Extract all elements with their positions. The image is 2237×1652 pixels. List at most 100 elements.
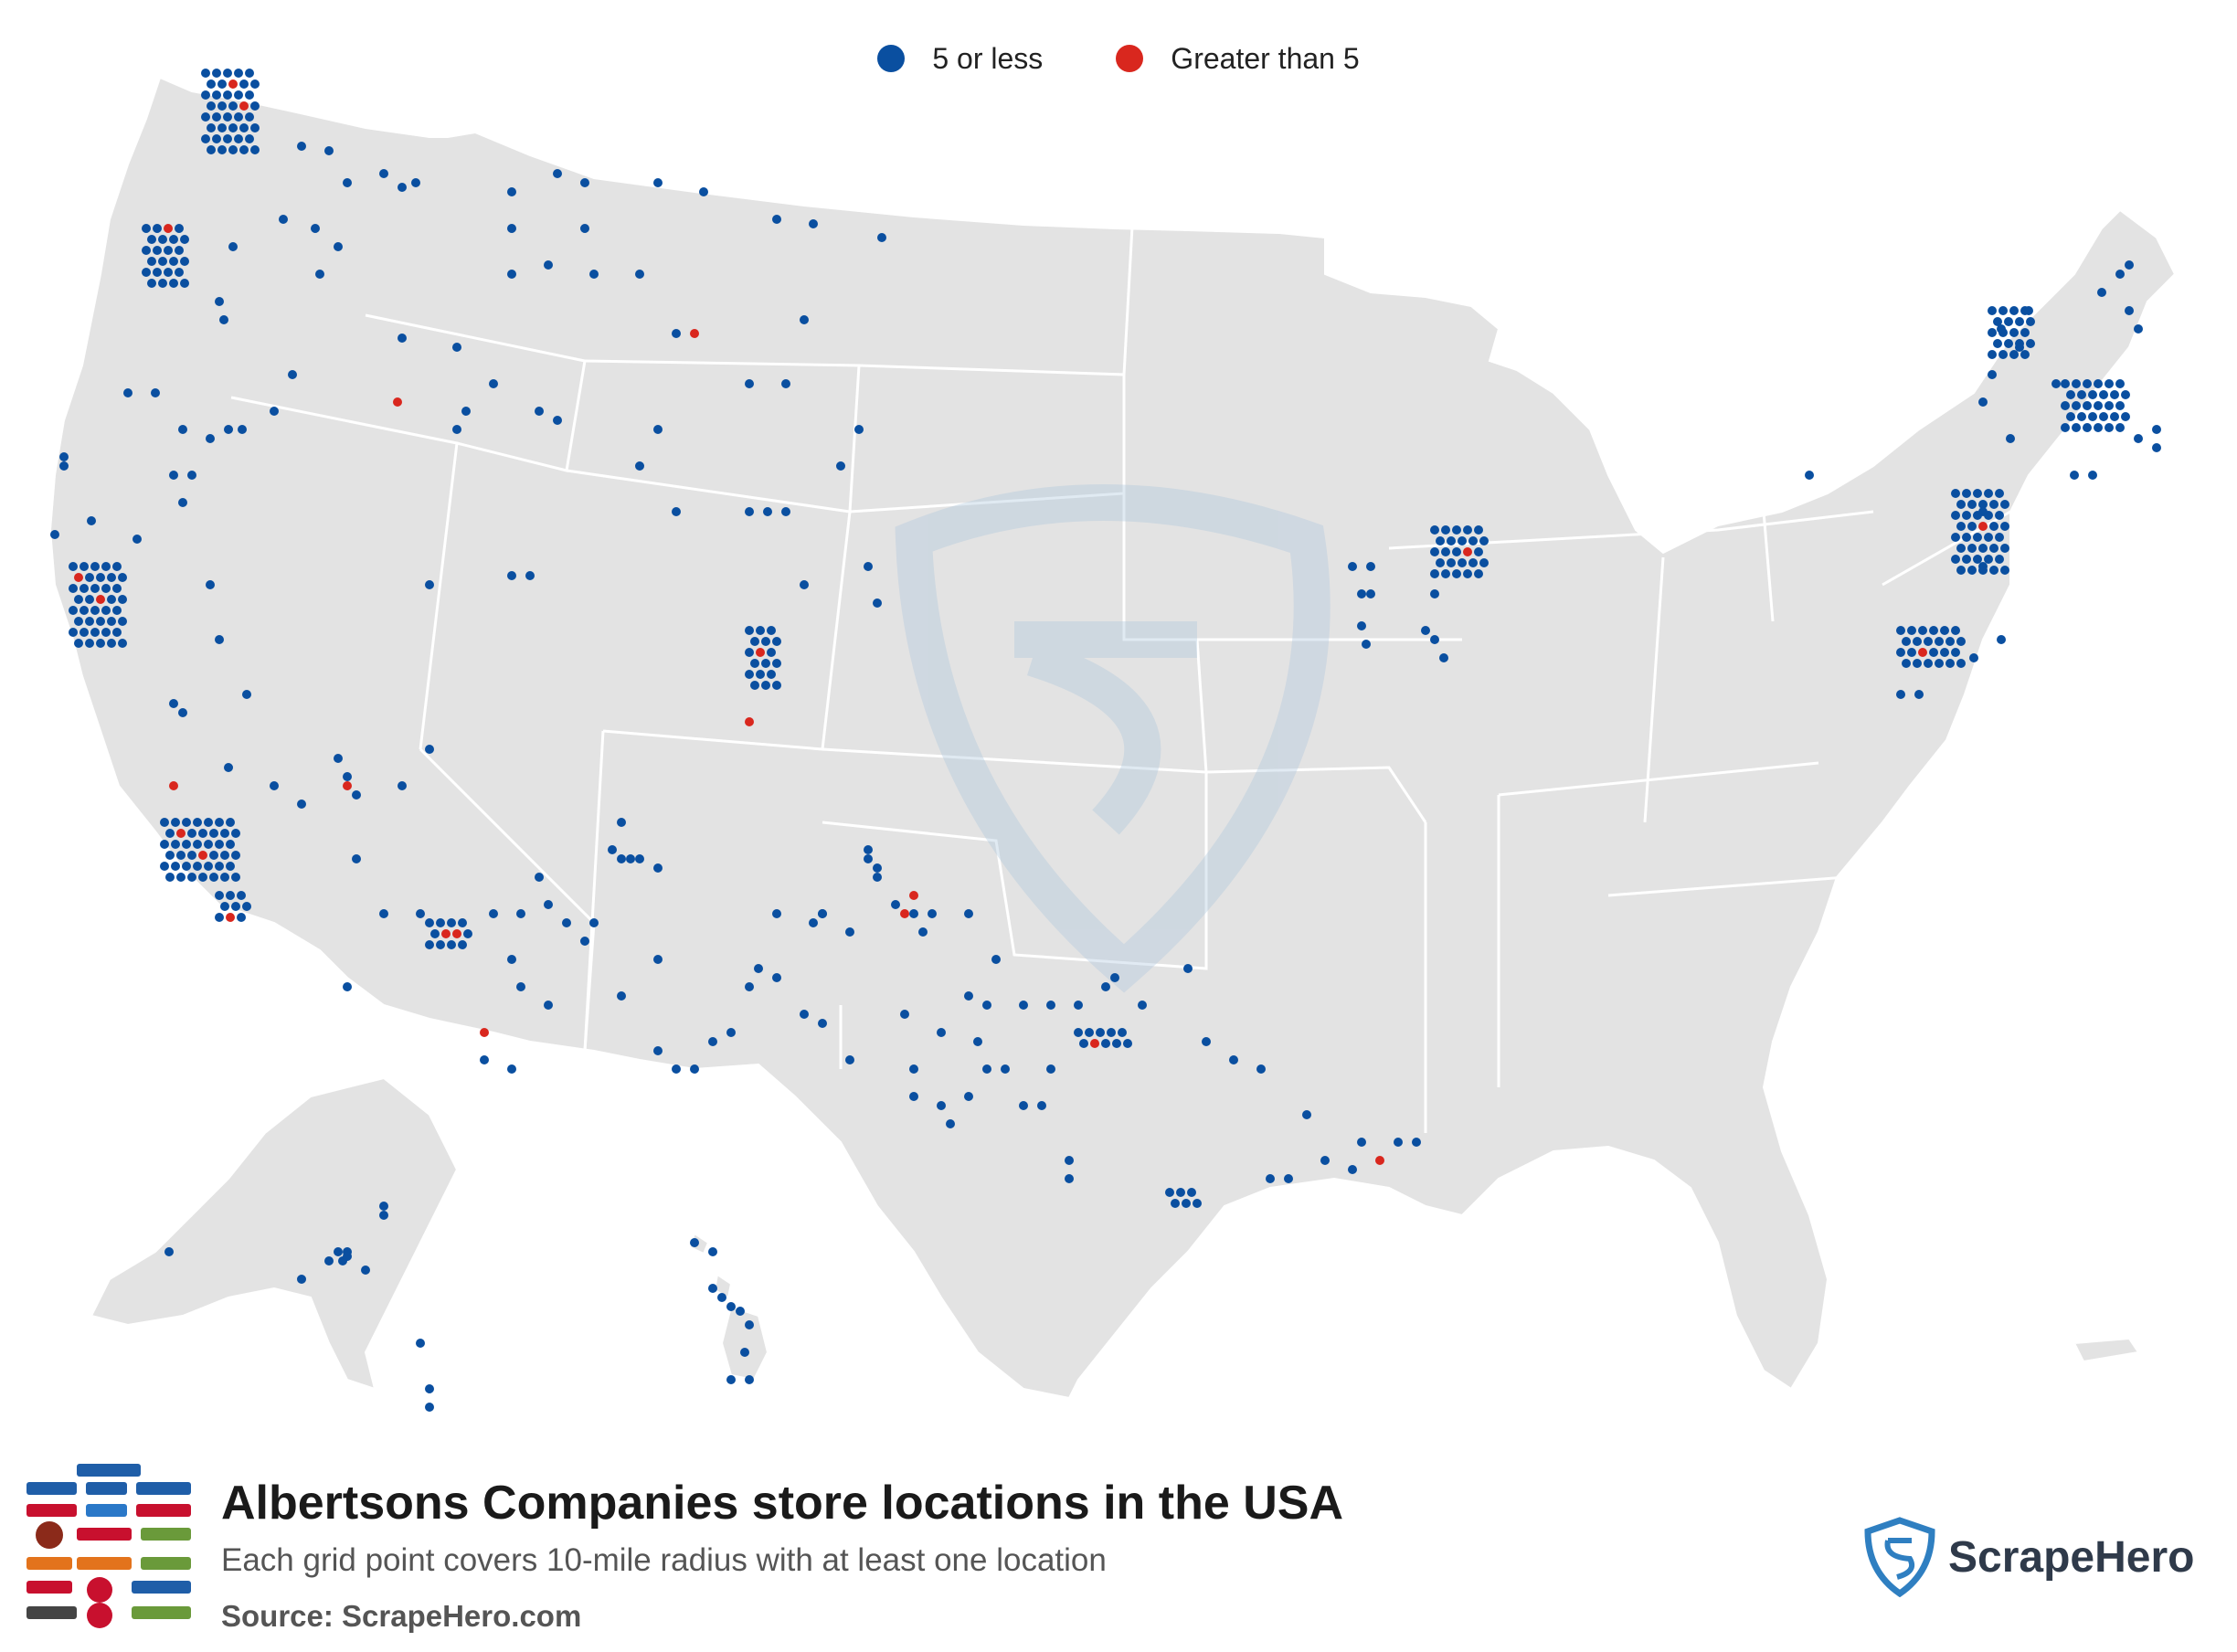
location-dot-small: [90, 562, 100, 571]
location-dot-small: [223, 134, 232, 143]
location-dot-small: [2072, 423, 2081, 432]
location-dot-small: [193, 818, 202, 827]
location-dot-small: [245, 69, 254, 78]
location-dot-small: [220, 829, 229, 838]
location-dot-small: [964, 991, 973, 1001]
location-dot-small: [164, 268, 173, 277]
alaska-landmass: [90, 1076, 459, 1391]
location-dot-small: [1929, 648, 1938, 657]
location-dot-small: [1913, 659, 1922, 668]
location-dot-large: [169, 781, 178, 790]
location-dot-small: [672, 329, 681, 338]
location-dot-small: [2077, 390, 2086, 399]
location-dot-small: [187, 471, 196, 480]
location-dot-small: [416, 1339, 425, 1348]
location-dot-small: [224, 425, 233, 434]
location-dot-small: [118, 639, 127, 648]
location-dot-small: [635, 854, 644, 863]
location-dot-small: [1973, 533, 1982, 542]
location-dot-large: [480, 1028, 489, 1037]
location-dot-small: [461, 407, 471, 416]
location-dot-small: [212, 69, 221, 78]
location-dot-small: [745, 507, 754, 516]
location-dot-small: [1187, 1188, 1196, 1197]
location-dot-small: [297, 800, 306, 809]
location-dot-small: [2020, 328, 2030, 337]
location-dot-small: [1348, 1165, 1357, 1174]
location-dot-small: [1988, 370, 1997, 379]
location-dot-small: [2115, 379, 2125, 388]
location-dot-small: [1430, 569, 1439, 578]
location-dot-small: [201, 112, 210, 122]
location-dot-small: [1995, 555, 2004, 564]
location-dot-small: [204, 840, 213, 849]
location-dot-small: [1951, 648, 1960, 657]
location-dot-small: [1962, 511, 1971, 520]
location-dot-small: [69, 584, 78, 593]
location-dot-small: [1805, 471, 1814, 480]
location-dot-small: [772, 973, 781, 982]
location-dot-small: [343, 1247, 352, 1256]
location-dot-small: [215, 840, 224, 849]
location-dot-small: [169, 699, 178, 708]
location-dot-small: [1935, 659, 1944, 668]
location-dot-small: [153, 224, 162, 233]
location-dot-small: [1046, 1064, 1055, 1074]
location-dot-small: [1362, 640, 1371, 649]
location-dot-small: [1468, 558, 1478, 567]
location-dot-small: [425, 1384, 434, 1393]
location-dot-small: [223, 90, 232, 100]
location-dot-small: [219, 315, 228, 324]
location-dot-small: [982, 1001, 991, 1010]
location-dot-small: [201, 69, 210, 78]
location-dot-small: [745, 1320, 754, 1329]
location-dot-small: [193, 862, 202, 871]
location-dot-small: [1085, 1028, 1094, 1037]
location-dot-small: [2004, 317, 2013, 326]
location-dot-small: [845, 927, 854, 937]
location-dot-small: [1284, 1174, 1293, 1183]
location-dot-small: [964, 1092, 973, 1101]
location-dot-large: [239, 101, 249, 111]
location-dot-small: [1978, 500, 1988, 509]
location-dot-large: [1978, 522, 1988, 531]
location-dot-small: [69, 606, 78, 615]
location-dot-small: [74, 639, 83, 648]
location-dot-small: [726, 1375, 736, 1384]
location-dot-small: [2088, 471, 2097, 480]
location-dot-small: [2094, 423, 2103, 432]
location-dot-small: [2024, 306, 2033, 315]
location-dot-small: [507, 187, 516, 196]
location-dot-small: [653, 178, 663, 187]
location-dot-small: [800, 580, 809, 589]
location-dot-small: [361, 1265, 370, 1275]
location-dot-small: [1988, 350, 1997, 359]
location-dot-small: [1430, 525, 1439, 535]
location-dot-small: [204, 862, 213, 871]
location-dot-small: [279, 215, 288, 224]
map-title: Albertsons Companies store locations in …: [221, 1477, 1343, 1530]
location-dot-small: [343, 982, 352, 991]
location-dot-small: [171, 818, 180, 827]
location-dot-small: [754, 964, 763, 973]
location-dot-small: [187, 873, 196, 882]
location-dot-small: [717, 1293, 726, 1302]
location-dot-small: [2009, 350, 2019, 359]
location-dot-small: [59, 461, 69, 471]
location-dot-small: [480, 1055, 489, 1064]
location-dot-small: [458, 918, 467, 927]
location-dot-small: [1183, 964, 1193, 973]
location-dot-small: [617, 854, 626, 863]
location-dot-small: [2121, 412, 2130, 421]
location-dot-small: [50, 530, 59, 539]
location-dot-small: [178, 498, 187, 507]
location-dot-small: [169, 471, 178, 480]
location-dot-small: [544, 900, 553, 909]
location-dot-small: [1956, 659, 1966, 668]
location-dot-small: [334, 1247, 343, 1256]
location-dot-small: [1138, 1001, 1147, 1010]
location-dot-small: [171, 862, 180, 871]
location-dot-small: [982, 1064, 991, 1074]
location-dot-small: [315, 270, 324, 279]
location-dot-small: [1951, 555, 1960, 564]
